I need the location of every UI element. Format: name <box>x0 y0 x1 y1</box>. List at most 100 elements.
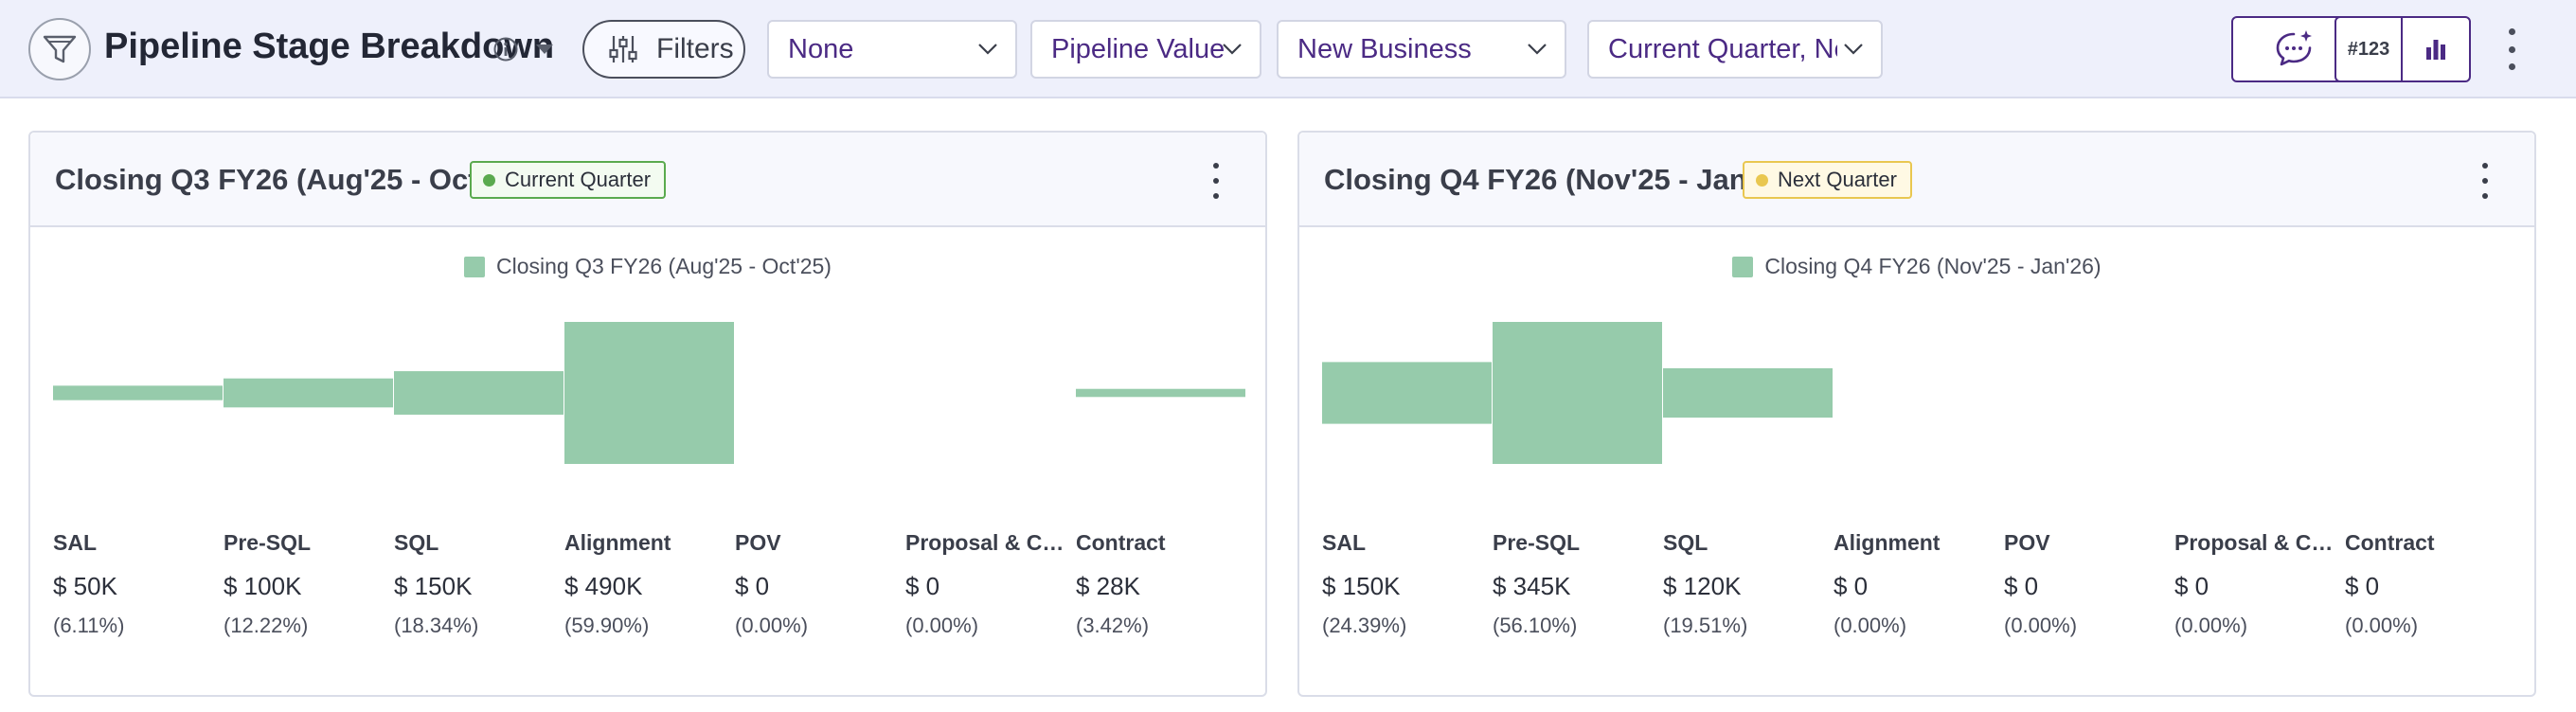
legend-swatch <box>1732 256 1754 277</box>
funnel-bar-pre-sql[interactable] <box>1493 322 1662 464</box>
stage-percentage: (24.39%) <box>1322 614 1407 637</box>
card-menu-kebab-icon[interactable] <box>2474 159 2496 203</box>
stage-value: $ 50K <box>53 572 117 600</box>
number-view-toggle[interactable]: #123 <box>2336 18 2403 80</box>
chevron-down-icon <box>1844 44 1863 55</box>
stage-value: $ 150K <box>1322 572 1401 600</box>
filters-label: Filters <box>656 33 734 64</box>
metric-value: Pipeline Value <box>1051 33 1225 64</box>
stage-column: POV $ 0 (0.00%) <box>2004 530 2174 638</box>
stage-column: Alignment $ 0 (0.00%) <box>1834 530 2004 638</box>
chart-view-toggle[interactable] <box>2403 18 2469 80</box>
stage-list: SAL $ 150K (24.39%) Pre-SQL $ 345K (56.10%) SQ… <box>1322 530 2515 638</box>
card-header: Closing Q3 FY26 (Aug'25 - Oct'25) Curren… <box>30 133 1265 227</box>
stage-percentage: (0.00%) <box>2174 614 2248 637</box>
stage-percentage: (3.42%) <box>1076 614 1150 637</box>
card-menu-kebab-icon[interactable] <box>1205 159 1227 203</box>
funnel-chart <box>1322 322 1833 464</box>
stage-list: SAL $ 50K (6.11%) Pre-SQL $ 100K (12.22%) SQL $… <box>53 530 1246 638</box>
stage-name: Pre-SQL <box>224 530 312 555</box>
stage-value: $ 0 <box>905 572 940 600</box>
stage-name: POV <box>735 530 781 555</box>
chart-legend: Closing Q4 FY26 (Nov'25 - Jan'26) <box>1299 254 2534 279</box>
stage-percentage: (0.00%) <box>2345 614 2419 637</box>
sliders-icon <box>609 36 637 62</box>
stage-percentage: (6.11%) <box>53 614 125 637</box>
caret-down-icon[interactable] <box>534 43 555 56</box>
stage-percentage: (18.34%) <box>394 614 479 637</box>
stage-value: $ 120K <box>1663 572 1742 600</box>
stage-value: $ 490K <box>564 572 643 600</box>
legend-label: Closing Q4 FY26 (Nov'25 - Jan'26) <box>1764 254 2102 278</box>
deal-type-dropdown[interactable]: New Business <box>1277 20 1566 79</box>
funnel-bar-sal[interactable] <box>53 385 223 400</box>
stage-column: Contract $ 28K (3.42%) <box>1076 530 1246 638</box>
stage-value: $ 150K <box>394 572 473 600</box>
stage-column: SAL $ 150K (24.39%) <box>1322 530 1493 638</box>
stage-column: SQL $ 150K (18.34%) <box>394 530 564 638</box>
stage-value: $ 0 <box>2174 572 2209 600</box>
stage-percentage: (0.00%) <box>1834 614 1907 637</box>
chart-legend: Closing Q3 FY26 (Aug'25 - Oct'25) <box>30 254 1265 279</box>
stage-percentage: (0.00%) <box>735 614 809 637</box>
top-toolbar: Pipeline Stage Breakdown Filters None Pi… <box>0 0 2576 98</box>
deal-type-value: New Business <box>1297 33 1472 64</box>
stage-value: $ 345K <box>1493 572 1571 600</box>
kebab-icon[interactable] <box>2498 23 2525 76</box>
funnel-bar-pre-sql[interactable] <box>224 378 393 408</box>
funnel-chart <box>53 322 1245 464</box>
filters-button[interactable]: Filters <box>582 20 745 79</box>
stage-percentage: (59.90%) <box>564 614 650 637</box>
bar-chart-icon <box>2426 40 2445 60</box>
funnel-bar-sql[interactable] <box>1663 367 1833 418</box>
stage-percentage: (56.10%) <box>1493 614 1578 637</box>
card-header: Closing Q4 FY26 (Nov'25 - Jan'26) Next Q… <box>1299 133 2534 227</box>
stage-value: $ 28K <box>1076 572 1140 600</box>
status-dot-icon <box>483 173 495 187</box>
stage-name: Contract <box>2345 530 2435 555</box>
stage-column: SAL $ 50K (6.11%) <box>53 530 224 638</box>
stage-name: SQL <box>394 530 439 555</box>
period-dropdown[interactable]: Current Quarter, Ne... <box>1587 20 1883 79</box>
card-title: Closing Q3 FY26 (Aug'25 - Oct'25) <box>55 163 528 196</box>
stage-name: Pre-SQL <box>1493 530 1581 555</box>
stage-name: Contract <box>1076 530 1166 555</box>
stage-column: Pre-SQL $ 345K (56.10%) <box>1493 530 1663 638</box>
funnel-bar-sal[interactable] <box>1322 362 1492 424</box>
legend-label: Closing Q3 FY26 (Aug'25 - Oct'25) <box>496 254 832 278</box>
card-title: Closing Q4 FY26 (Nov'25 - Jan'26) <box>1324 163 1797 196</box>
stage-column: POV $ 0 (0.00%) <box>735 530 905 638</box>
stage-percentage: (19.51%) <box>1663 614 1748 637</box>
stage-name: Proposal & Cri... <box>905 530 1072 555</box>
metric-dropdown[interactable]: Pipeline Value <box>1030 20 1261 79</box>
stage-column: Proposal & Cri... $ 0 (0.00%) <box>2174 530 2345 638</box>
period-value: Current Quarter, Ne... <box>1608 33 1837 64</box>
stage-percentage: (0.00%) <box>2004 614 2078 637</box>
chevron-down-icon <box>1223 44 1242 55</box>
stage-column: Contract $ 0 (0.00%) <box>2345 530 2515 638</box>
funnel-bar-alignment[interactable] <box>564 322 734 464</box>
info-icon[interactable] <box>492 36 519 62</box>
chevron-down-icon <box>978 44 997 55</box>
stage-column: Proposal & Cri... $ 0 (0.00%) <box>905 530 1076 638</box>
status-badge: Next Quarter <box>1743 161 1912 199</box>
chevron-down-icon <box>1528 44 1547 55</box>
group-by-value: None <box>788 33 854 64</box>
badge-label: Current Quarter <box>505 168 652 191</box>
stage-value: $ 100K <box>224 572 302 600</box>
stage-value: $ 0 <box>2004 572 2039 600</box>
page-title: Pipeline Stage Breakdown <box>104 27 555 66</box>
stage-name: SAL <box>1322 530 1366 555</box>
stage-percentage: (0.00%) <box>905 614 979 637</box>
stage-name: SQL <box>1663 530 1708 555</box>
funnel-icon <box>28 18 91 80</box>
stage-name: Alignment <box>564 530 671 555</box>
status-dot-icon <box>1756 173 1768 187</box>
funnel-bar-sql[interactable] <box>394 371 564 415</box>
stage-value: $ 0 <box>735 572 770 600</box>
stage-name: POV <box>2004 530 2050 555</box>
chat-sparkle-icon <box>2276 30 2312 66</box>
stage-column: Pre-SQL $ 100K (12.22%) <box>224 530 394 638</box>
group-by-dropdown[interactable]: None <box>767 20 1017 79</box>
funnel-bar-contract[interactable] <box>1076 388 1245 398</box>
